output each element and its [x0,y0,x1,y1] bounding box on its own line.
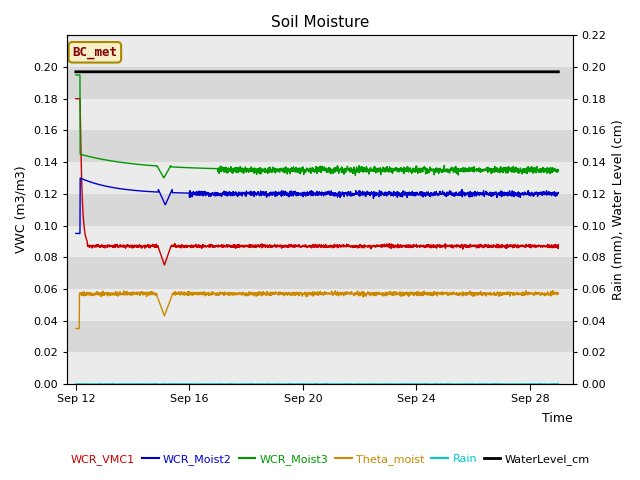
Bar [67,99,573,131]
Text: Time: Time [542,412,573,425]
Bar [67,67,573,99]
Bar [67,352,573,384]
Bar [67,289,573,321]
Bar [67,226,573,257]
Bar [67,257,573,289]
Bar [67,36,573,67]
Bar [67,131,573,162]
Title: Soil Moisture: Soil Moisture [271,15,369,30]
Bar [67,194,573,226]
Text: BC_met: BC_met [72,46,117,59]
Legend: WCR_VMC1, WCR_Moist2, WCR_Moist3, Theta_moist, Rain, WaterLevel_cm: WCR_VMC1, WCR_Moist2, WCR_Moist3, Theta_… [45,450,595,469]
Y-axis label: Rain (mm), Water Level (cm): Rain (mm), Water Level (cm) [612,120,625,300]
Y-axis label: VWC (m3/m3): VWC (m3/m3) [15,166,28,253]
Bar [67,321,573,352]
Bar [67,162,573,194]
